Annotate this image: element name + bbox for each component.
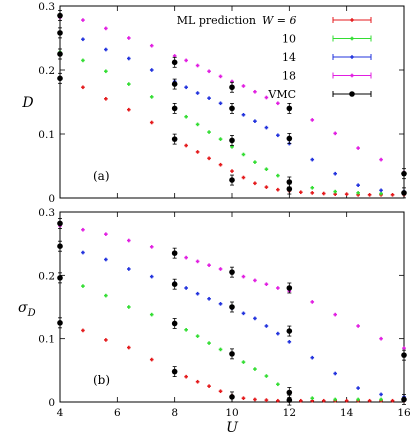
y-tick-label: 0.2	[38, 65, 55, 77]
data-point	[57, 12, 63, 19]
data-point	[57, 320, 63, 326]
data-point	[286, 135, 293, 142]
data-point	[171, 250, 178, 256]
panel-b: 0 0.1 0.2 0.3 4 6 8 10 12 14 16 σD U (b)	[18, 207, 411, 435]
data-point	[401, 190, 407, 196]
data-point	[171, 59, 178, 66]
data-point	[57, 243, 63, 249]
legend-entry-label: 18	[282, 70, 296, 83]
data-point	[229, 177, 235, 183]
series-VMC	[57, 10, 407, 199]
x-tick-label: 6	[114, 407, 121, 419]
legend-entry-label: W = 6	[262, 14, 297, 27]
x-tick-label: 4	[57, 407, 64, 419]
x-tick-label: 10	[225, 407, 238, 419]
panel-label: (b)	[93, 373, 110, 387]
data-point	[286, 179, 293, 185]
y-axis-label: D	[21, 95, 33, 111]
panel-a: 0 0.1 0.2 0.3 D (a)	[21, 1, 407, 205]
y-axis-label: σD	[18, 300, 36, 319]
legend-entry-label: 10	[282, 33, 296, 46]
data-point	[229, 269, 235, 275]
data-point	[286, 389, 293, 396]
data-point	[401, 352, 407, 358]
data-point	[229, 351, 235, 357]
data-point	[229, 394, 235, 400]
data-point	[286, 285, 293, 291]
y-tick-label: 0.3	[38, 207, 55, 219]
data-point	[57, 51, 63, 57]
series-10	[58, 50, 406, 196]
legend: ML prediction W = 6 10 14 18 VMC	[177, 14, 372, 101]
legend-title: ML prediction	[177, 14, 256, 27]
data-point	[171, 320, 178, 327]
series-10	[58, 276, 406, 402]
data-point	[229, 84, 235, 91]
data-point	[57, 75, 63, 82]
data-point	[171, 368, 178, 375]
x-axis-label: U	[226, 420, 239, 435]
x-tick-label: 12	[283, 407, 296, 419]
data-point	[57, 30, 63, 36]
series-18	[58, 15, 406, 175]
data-point	[171, 136, 178, 142]
data-point	[171, 105, 178, 112]
x-tick-label: 16	[397, 407, 411, 419]
y-tick-label: 0.1	[38, 334, 55, 346]
data-point	[286, 328, 293, 334]
data-point	[57, 275, 63, 281]
series-18	[58, 224, 406, 350]
x-tick-label: 14	[340, 407, 354, 419]
y-tick-label: 0.2	[38, 270, 55, 282]
x-tick-label: 8	[171, 407, 178, 419]
data-point	[286, 397, 293, 403]
legend-entry-label: VMC	[267, 88, 296, 101]
data-point	[229, 105, 235, 112]
series-6	[58, 321, 406, 403]
data-point	[229, 304, 235, 310]
data-point	[171, 281, 178, 288]
data-point	[229, 137, 235, 144]
y-tick-label: 0.1	[38, 129, 55, 141]
data-point	[286, 105, 293, 112]
series-VMC	[57, 217, 407, 406]
panel-label: (a)	[93, 169, 110, 183]
y-tick-label: 0	[48, 397, 55, 409]
data-point	[286, 186, 293, 192]
legend-marker	[349, 91, 355, 97]
legend-entry-label: 14	[282, 51, 296, 64]
plot-frame	[59, 5, 405, 199]
data-point	[401, 396, 407, 403]
data-point	[171, 81, 178, 87]
data-point	[401, 170, 407, 177]
data-point	[57, 220, 63, 227]
y-tick-label: 0	[48, 193, 55, 205]
y-tick-label: 0.3	[38, 1, 55, 13]
